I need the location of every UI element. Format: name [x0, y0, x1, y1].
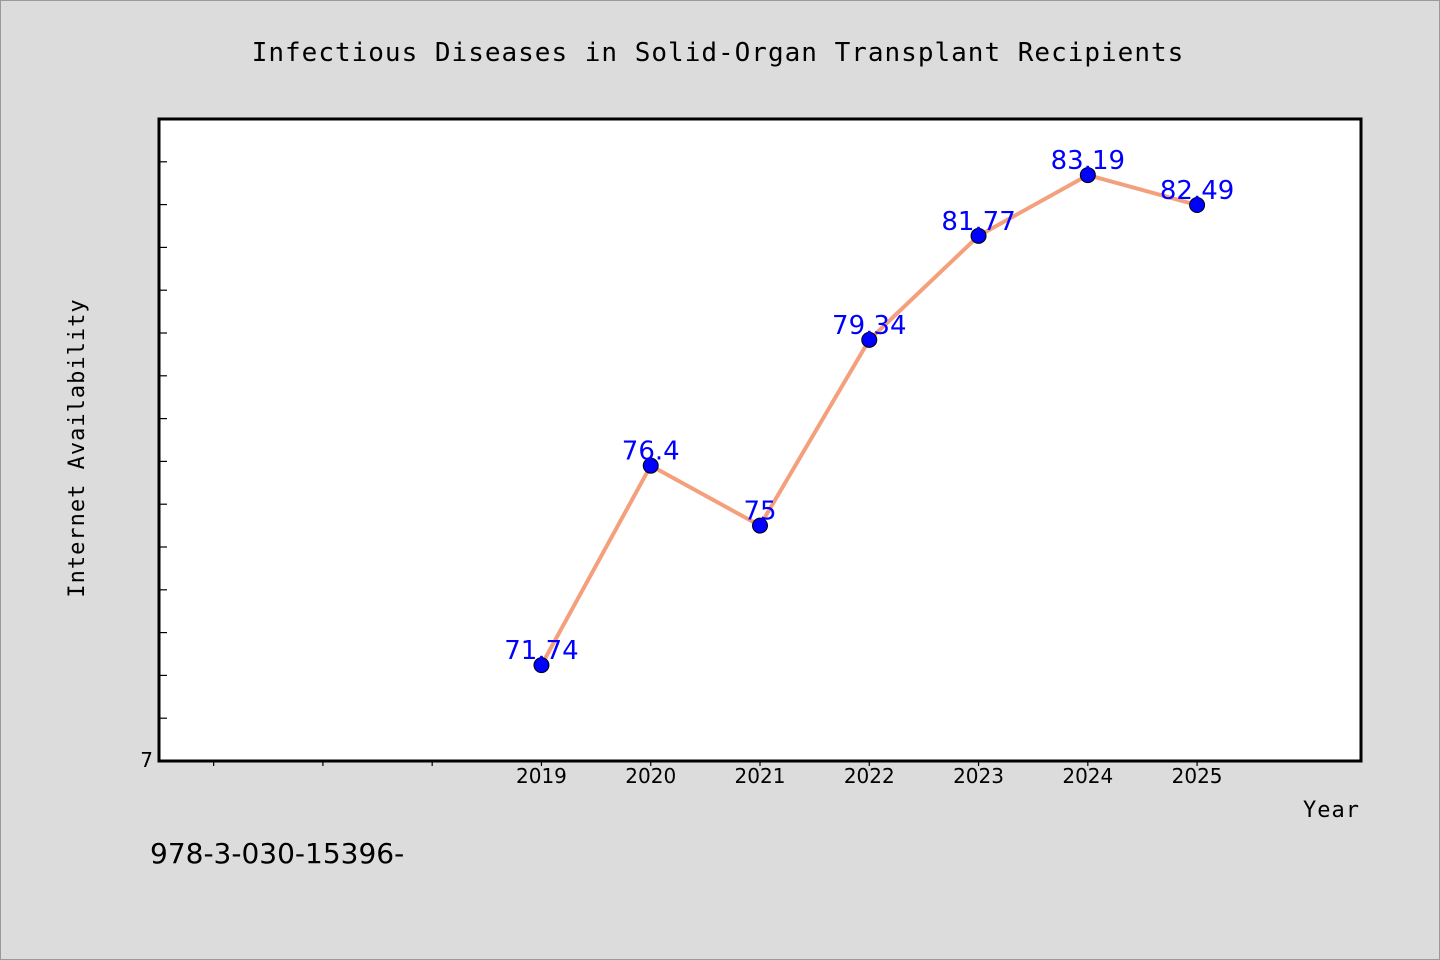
- x-axis-tick-labels: 2019 2020 2021 2022 2023 2024 2025: [516, 764, 1223, 788]
- plot-area: [157, 117, 1363, 763]
- x-tick-label: 2022: [844, 764, 895, 788]
- x-tick-label: 2024: [1062, 764, 1113, 788]
- x-axis-ticks: [213, 761, 1198, 766]
- y-axis-label: Internet Availability: [65, 298, 90, 597]
- data-point-marker: [752, 517, 768, 534]
- data-point-marker: [1079, 167, 1096, 184]
- x-tick-label: 2020: [625, 764, 676, 788]
- data-labels: 71.74 76.4 75 79.34 81.77 83.19 82.49: [504, 146, 1234, 666]
- data-point-label: 79.34: [832, 311, 906, 341]
- data-point-marker: [970, 227, 987, 244]
- x-tick-label: 2021: [735, 764, 786, 788]
- data-point-marker: [642, 457, 659, 474]
- chart-title: Infectious Diseases in Solid-Organ Trans…: [252, 38, 1185, 68]
- x-tick-label: 2023: [953, 764, 1004, 788]
- data-point-label: 75: [743, 497, 776, 527]
- data-point-label: 71.74: [504, 636, 578, 666]
- x-tick-label: 2025: [1172, 764, 1223, 788]
- footer-isbn-text: 978-3-030-15396-: [150, 837, 404, 870]
- data-point-label: 82.49: [1160, 176, 1234, 206]
- data-point-label: 76.4: [622, 437, 680, 467]
- y-tick-label: 7: [140, 748, 153, 772]
- x-tick-label: 2019: [516, 764, 567, 788]
- data-point-marker: [533, 657, 550, 674]
- data-point-label: 83.19: [1051, 146, 1125, 176]
- data-point-marker: [1189, 197, 1206, 214]
- x-axis-label: Year: [1303, 798, 1360, 823]
- data-markers: [533, 167, 1206, 674]
- data-point-label: 81.77: [941, 207, 1015, 237]
- y-axis-ticks: [159, 118, 167, 762]
- data-point-marker: [861, 331, 878, 348]
